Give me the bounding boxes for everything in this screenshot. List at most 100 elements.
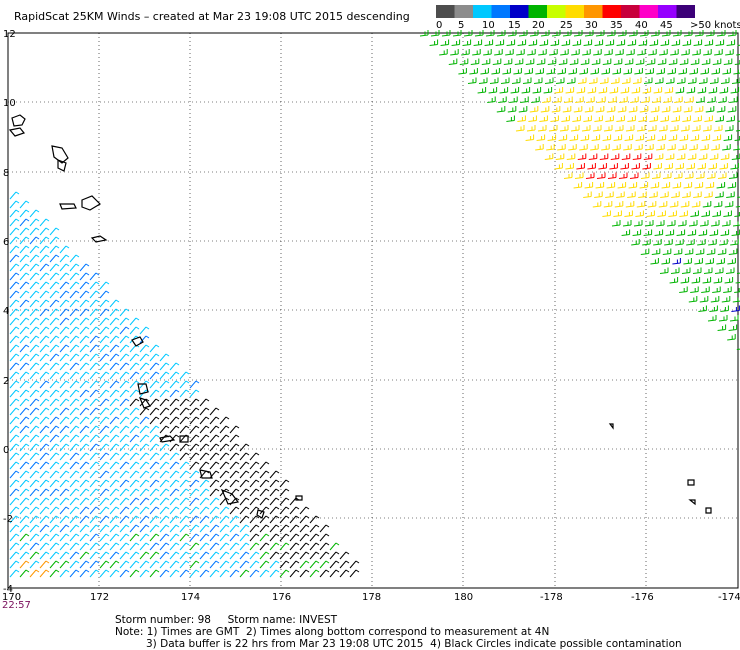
wind-barb bbox=[249, 560, 260, 569]
wind-barb bbox=[269, 497, 280, 506]
wind-barb bbox=[79, 353, 90, 362]
lon-tick-label: 172 bbox=[90, 592, 109, 603]
lat-tick-label: -4 bbox=[3, 584, 13, 595]
wind-barb bbox=[729, 96, 738, 103]
wind-barb bbox=[9, 452, 20, 461]
wind-barb bbox=[129, 542, 140, 551]
island bbox=[159, 435, 176, 443]
wind-barb bbox=[219, 461, 230, 470]
wind-barb bbox=[149, 533, 160, 542]
wind-barb bbox=[189, 398, 200, 407]
wind-barb bbox=[69, 506, 80, 515]
wind-barb bbox=[99, 506, 110, 515]
wind-barb bbox=[79, 488, 90, 497]
wind-barb bbox=[129, 497, 140, 506]
wind-barb bbox=[529, 30, 539, 37]
wind-barb bbox=[682, 191, 691, 198]
wind-barb bbox=[89, 479, 100, 488]
wind-barb bbox=[69, 479, 80, 488]
wind-barb bbox=[704, 115, 713, 122]
wind-barb bbox=[229, 569, 240, 578]
wind-barb bbox=[513, 68, 522, 75]
wind-barb bbox=[611, 220, 621, 227]
wind-barb bbox=[568, 68, 577, 75]
wind-barb bbox=[49, 398, 60, 407]
island bbox=[137, 383, 149, 395]
wind-barb bbox=[259, 461, 270, 470]
wind-barb bbox=[229, 479, 240, 488]
wind-barb bbox=[590, 144, 599, 151]
wind-barb bbox=[229, 425, 240, 434]
wind-barb bbox=[89, 299, 100, 308]
wind-barb bbox=[588, 77, 598, 84]
wind-barb bbox=[229, 434, 240, 443]
wind-barb bbox=[712, 286, 721, 293]
wind-barb bbox=[19, 299, 30, 308]
wind-barb bbox=[59, 299, 70, 308]
wind-barb bbox=[9, 308, 20, 317]
wind-barb bbox=[229, 461, 240, 470]
wind-barb bbox=[69, 308, 80, 317]
wind-barb bbox=[289, 515, 300, 524]
wind-barb bbox=[139, 569, 150, 578]
wind-barb bbox=[642, 239, 651, 246]
wind-barb bbox=[179, 560, 190, 569]
wind-barb bbox=[700, 144, 709, 151]
wind-barb bbox=[483, 49, 492, 56]
wind-barb bbox=[620, 163, 629, 170]
wind-barb bbox=[681, 49, 690, 56]
wind-barb bbox=[39, 479, 50, 488]
wind-barb bbox=[721, 296, 731, 303]
wind-barb bbox=[724, 277, 734, 284]
wind-barb bbox=[129, 506, 140, 515]
wind-barb bbox=[733, 145, 740, 151]
wind-barb bbox=[119, 389, 130, 398]
wind-barb bbox=[499, 87, 509, 94]
wind-barb bbox=[723, 58, 733, 65]
wind-barb bbox=[139, 533, 150, 542]
wind-barb bbox=[119, 425, 130, 434]
wind-barb bbox=[69, 272, 80, 281]
wind-barb bbox=[119, 434, 130, 443]
wind-barb bbox=[159, 452, 170, 461]
wind-barb bbox=[59, 362, 70, 371]
wind-barb bbox=[698, 153, 708, 160]
wind-barb bbox=[269, 506, 280, 515]
wind-barb bbox=[39, 569, 50, 578]
wind-barb bbox=[549, 49, 558, 56]
wind-barb bbox=[129, 371, 140, 380]
wind-barb bbox=[139, 515, 150, 524]
wind-barb bbox=[658, 125, 668, 132]
wind-barb bbox=[736, 54, 740, 56]
wind-barb bbox=[49, 542, 60, 551]
wind-barb bbox=[698, 77, 708, 84]
wind-barb bbox=[139, 434, 150, 443]
wind-barb bbox=[29, 308, 40, 317]
wind-barb bbox=[634, 144, 643, 151]
wind-barb bbox=[29, 281, 40, 290]
wind-barb bbox=[119, 308, 130, 317]
wind-barb bbox=[99, 560, 110, 569]
wind-barb bbox=[686, 87, 696, 94]
wind-barb bbox=[705, 182, 715, 189]
wind-barb bbox=[69, 560, 80, 569]
wind-barb bbox=[451, 39, 461, 46]
wind-barb bbox=[79, 371, 90, 380]
legend-swatch bbox=[584, 5, 603, 18]
wind-barb bbox=[169, 416, 180, 425]
wind-barb bbox=[636, 125, 646, 132]
legend-label: 5 bbox=[458, 20, 464, 31]
wind-barb bbox=[643, 77, 653, 84]
wind-barb bbox=[59, 281, 70, 290]
wind-barb bbox=[737, 120, 740, 122]
wind-barb bbox=[39, 416, 50, 425]
wind-barb bbox=[39, 281, 50, 290]
wind-barb bbox=[720, 153, 730, 160]
wind-barb bbox=[119, 470, 130, 479]
wind-barb bbox=[39, 344, 50, 353]
wind-barb bbox=[617, 182, 627, 189]
wind-barb bbox=[179, 569, 190, 578]
wind-barb bbox=[169, 497, 180, 506]
lat-tick-label: 0 bbox=[3, 445, 9, 456]
wind-barb bbox=[492, 58, 502, 65]
